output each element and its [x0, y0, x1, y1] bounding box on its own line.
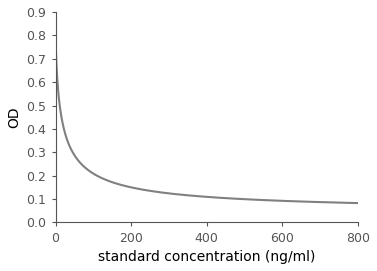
Y-axis label: OD: OD — [7, 107, 21, 128]
X-axis label: standard concentration (ng/ml): standard concentration (ng/ml) — [98, 250, 316, 264]
